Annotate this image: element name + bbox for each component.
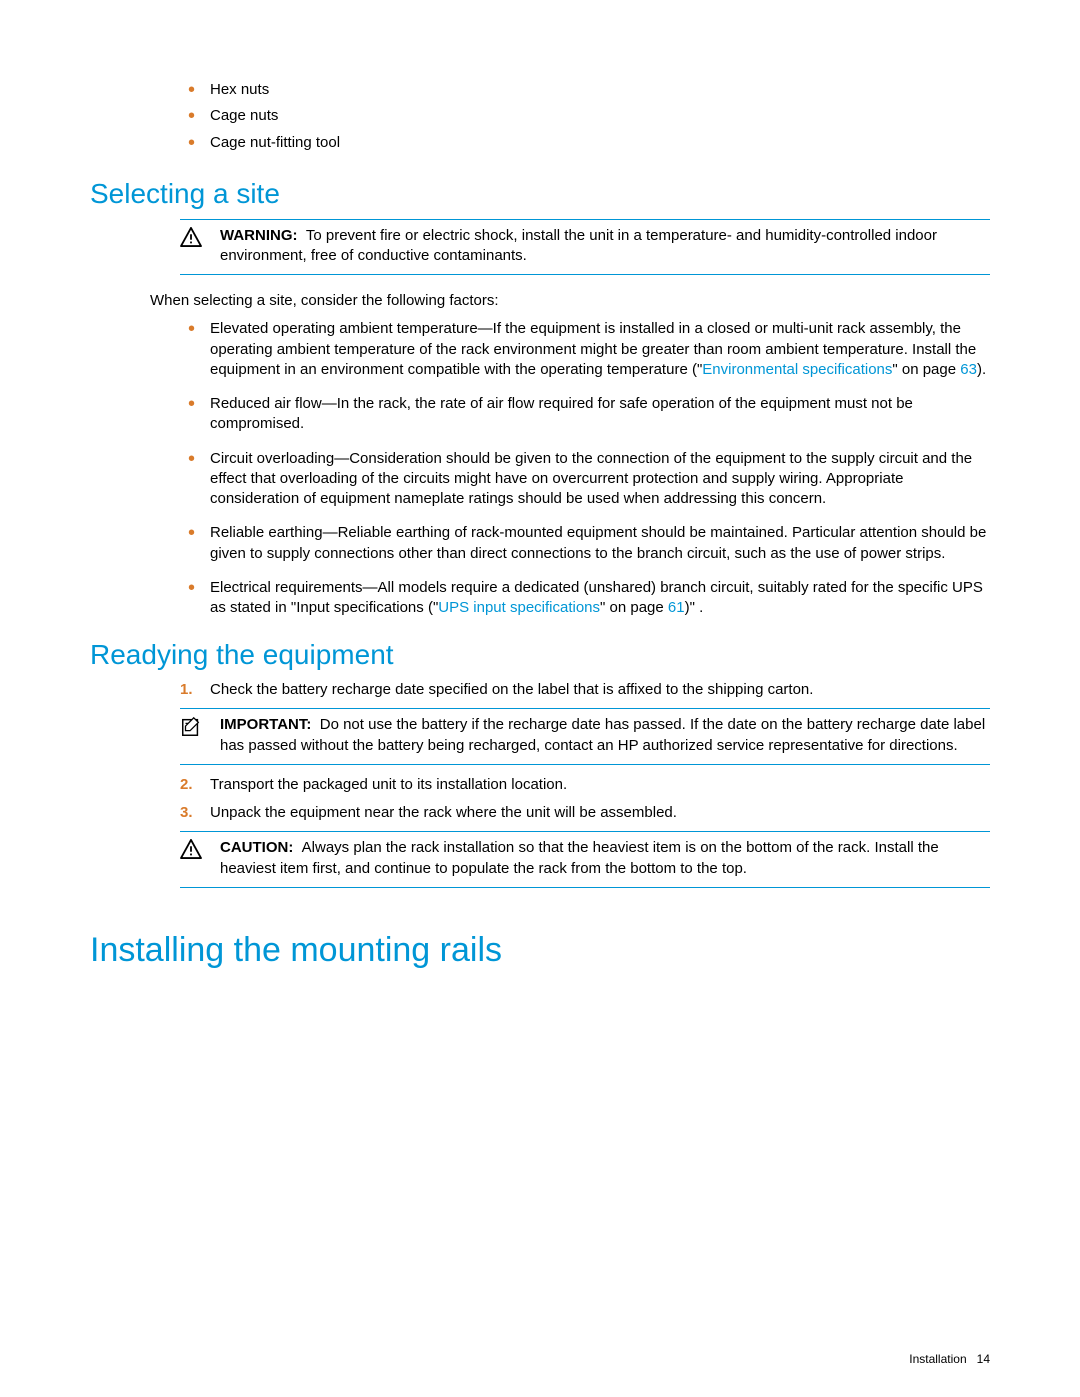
ol-number: 1. [180, 680, 193, 700]
factor-post: )" . [685, 599, 704, 616]
list-item: Electrical requirements—All models requi… [180, 578, 990, 619]
step-text: Unpack the equipment near the rack where… [210, 804, 677, 821]
caution-label: CAUTION: [220, 839, 293, 856]
warning-label: WARNING: [220, 227, 298, 244]
footer-page-number: 14 [977, 1352, 990, 1366]
important-callout: IMPORTANT: Do not use the battery if the… [180, 708, 990, 765]
important-body: Do not use the battery if the recharge d… [220, 716, 985, 753]
link-page-63[interactable]: 63 [960, 361, 977, 378]
heading-installing-mounting-rails: Installing the mounting rails [90, 928, 990, 974]
step-text: Transport the packaged unit to its insta… [210, 776, 567, 793]
ordered-list: 1. Check the battery recharge date speci… [90, 680, 990, 700]
list-item: Circuit overloading—Consideration should… [180, 449, 990, 510]
ol-number: 2. [180, 775, 193, 795]
list-item: Reliable earthing—Reliable earthing of r… [180, 523, 990, 564]
warning-body: To prevent fire or electric shock, insta… [220, 227, 937, 264]
heading-selecting-a-site: Selecting a site [90, 175, 990, 213]
list-item: Elevated operating ambient temperature—I… [180, 319, 990, 380]
list-item: Reduced air flow—In the rack, the rate o… [180, 394, 990, 435]
important-label: IMPORTANT: [220, 716, 311, 733]
list-item: Cage nut-fitting tool [180, 133, 990, 153]
top-bullet-list: Hex nuts Cage nuts Cage nut-fitting tool [90, 80, 990, 153]
bullet-text: Hex nuts [210, 81, 269, 98]
caution-body: Always plan the rack installation so tha… [220, 839, 939, 876]
factor-pre: Reliable earthing—Reliable earthing of r… [210, 524, 986, 561]
page: Hex nuts Cage nuts Cage nut-fitting tool… [0, 0, 1080, 1397]
step-text: Check the battery recharge date specifie… [210, 681, 813, 698]
caution-callout: CAUTION: Always plan the rack installati… [180, 831, 990, 888]
list-item: 1. Check the battery recharge date speci… [180, 680, 990, 700]
list-item: Cage nuts [180, 106, 990, 126]
factor-mid: " on page [600, 599, 668, 616]
factor-mid: " on page [892, 361, 960, 378]
caution-icon [180, 838, 220, 879]
important-text: IMPORTANT: Do not use the battery if the… [220, 715, 990, 756]
factor-pre: Circuit overloading—Consideration should… [210, 450, 972, 508]
factor-post: ). [977, 361, 986, 378]
ordered-list: 2. Transport the packaged unit to its in… [90, 775, 990, 824]
heading-readying-equipment: Readying the equipment [90, 636, 990, 674]
link-environmental-specs[interactable]: Environmental specifications [702, 361, 892, 378]
list-item: Hex nuts [180, 80, 990, 100]
warning-icon [180, 226, 220, 267]
ol-number: 3. [180, 803, 193, 823]
warning-text: WARNING: To prevent fire or electric sho… [220, 226, 990, 267]
link-page-61[interactable]: 61 [668, 599, 685, 616]
factor-list: Elevated operating ambient temperature—I… [90, 319, 990, 618]
list-item: 2. Transport the packaged unit to its in… [180, 775, 990, 795]
warning-callout: WARNING: To prevent fire or electric sho… [180, 219, 990, 276]
bullet-text: Cage nuts [210, 107, 278, 124]
factor-pre: Reduced air flow—In the rack, the rate o… [210, 395, 913, 432]
important-icon [180, 715, 220, 756]
bullet-text: Cage nut-fitting tool [210, 134, 340, 151]
intro-paragraph: When selecting a site, consider the foll… [150, 291, 990, 311]
link-ups-input-specs[interactable]: UPS input specifications [438, 599, 600, 616]
list-item: 3. Unpack the equipment near the rack wh… [180, 803, 990, 823]
caution-text: CAUTION: Always plan the rack installati… [220, 838, 990, 879]
page-footer: Installation 14 [909, 1351, 990, 1367]
footer-section: Installation [909, 1352, 966, 1366]
